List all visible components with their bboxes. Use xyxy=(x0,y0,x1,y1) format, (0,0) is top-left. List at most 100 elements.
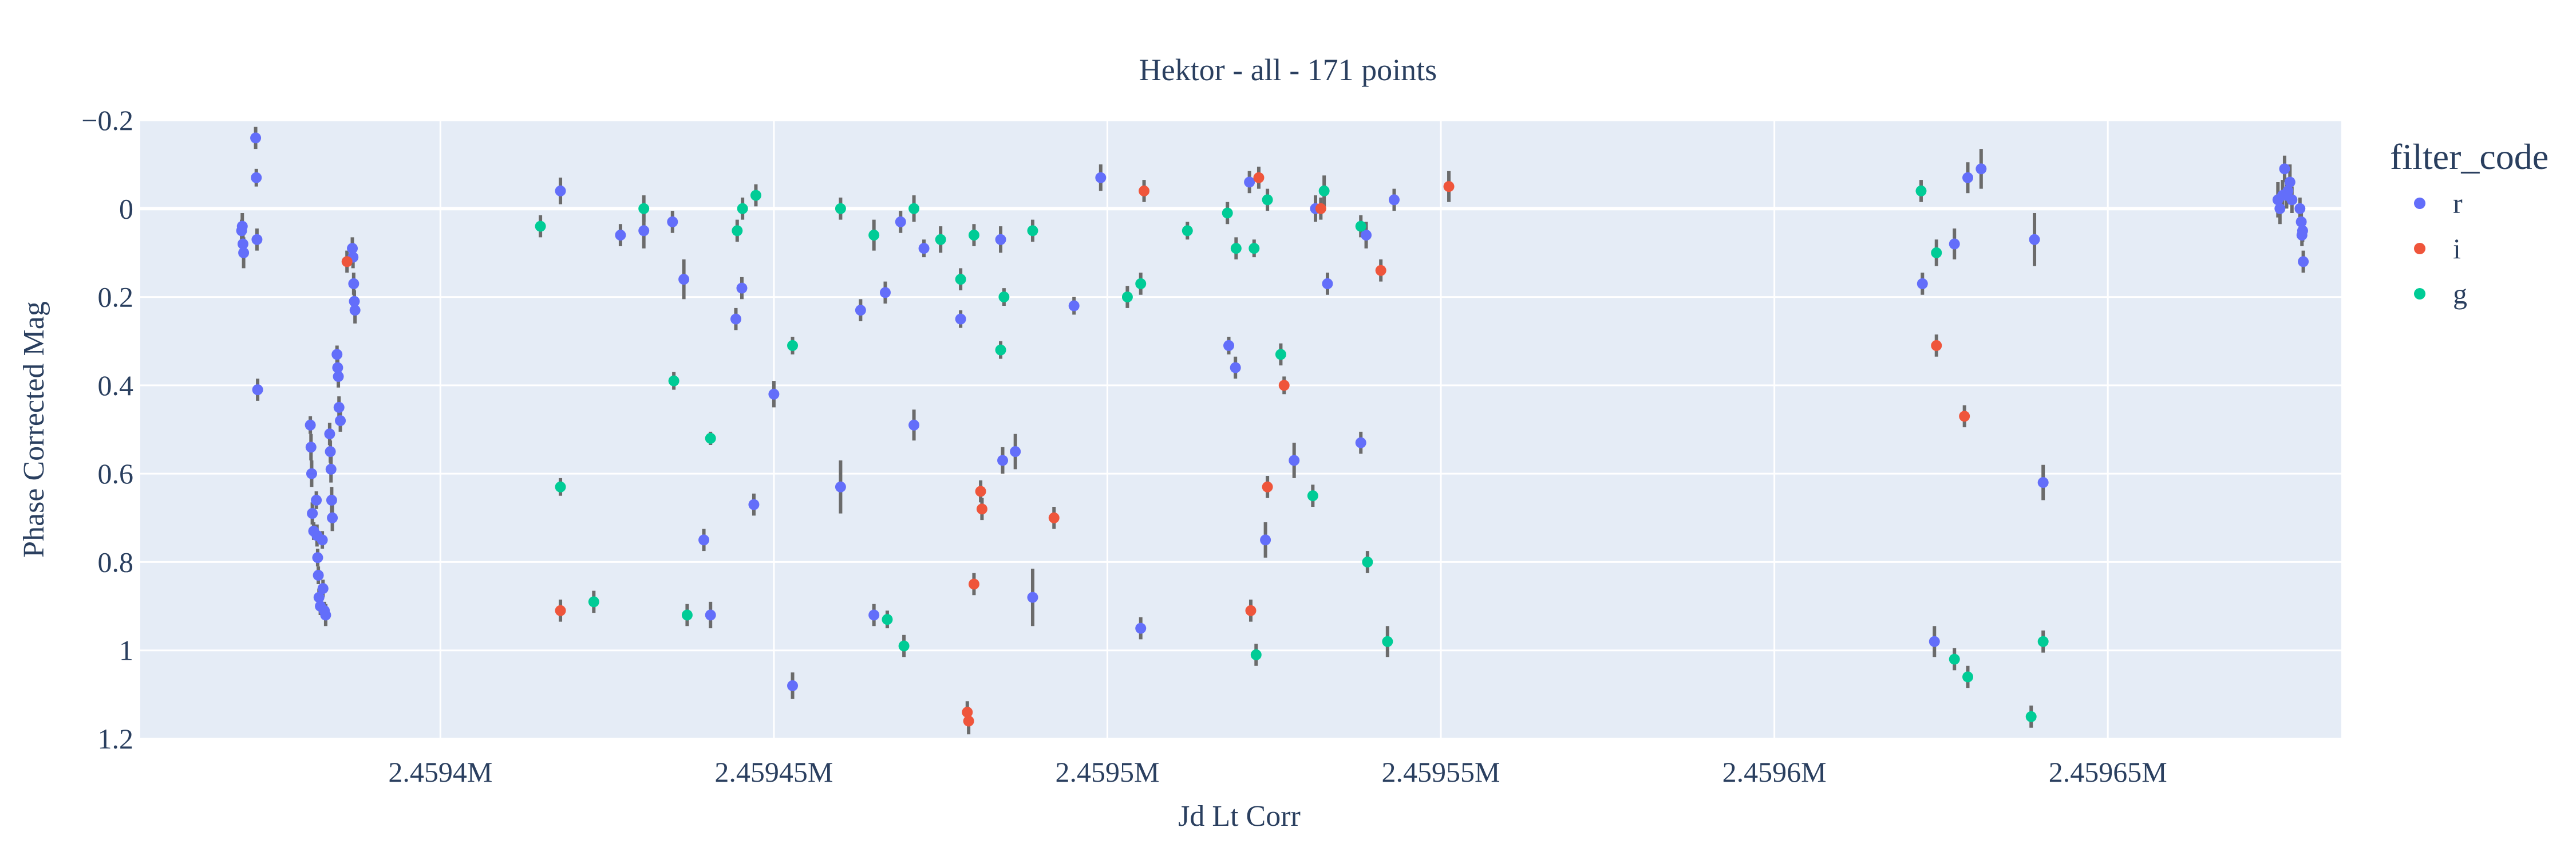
point-r xyxy=(317,534,328,546)
point-g xyxy=(1182,225,1193,237)
point-r xyxy=(918,243,930,254)
point-r xyxy=(349,295,360,307)
point-i xyxy=(1245,605,1257,616)
chart-title: Hektor - all - 171 points xyxy=(1139,53,1437,87)
x-tick-label: 2.45945M xyxy=(714,756,833,788)
point-r xyxy=(331,349,343,360)
point-r xyxy=(995,234,1006,245)
point-g xyxy=(1382,636,1393,647)
point-r xyxy=(555,185,566,196)
point-g xyxy=(882,614,893,625)
point-r xyxy=(768,388,780,400)
y-tick-label: 1.2 xyxy=(98,723,134,755)
legend-title: filter_code xyxy=(2390,136,2549,177)
point-r xyxy=(698,534,710,546)
point-g xyxy=(1230,243,1242,254)
point-r xyxy=(868,609,880,621)
point-g xyxy=(535,220,546,232)
y-tick-label: −0.2 xyxy=(81,104,133,136)
point-g xyxy=(1307,490,1318,502)
point-g xyxy=(555,481,566,492)
point-r xyxy=(2284,176,2296,188)
point-r xyxy=(313,570,324,581)
point-r xyxy=(997,455,1009,466)
point-r xyxy=(237,238,248,250)
x-tick-label: 2.4594M xyxy=(388,756,492,788)
point-g xyxy=(1962,671,1974,683)
point-g xyxy=(750,190,761,201)
point-r xyxy=(320,609,331,621)
point-r xyxy=(1068,300,1080,312)
point-r xyxy=(306,468,317,479)
point-r xyxy=(615,230,626,241)
point-r xyxy=(236,225,247,237)
point-r xyxy=(908,419,920,431)
y-axis-ticks: −0.2 0 0.2 0.4 0.6 0.8 1 1.2 xyxy=(81,104,133,755)
point-g xyxy=(1275,349,1286,360)
point-i xyxy=(976,503,987,515)
point-r xyxy=(1355,437,1366,448)
point-r xyxy=(1223,340,1235,351)
y-tick-label: 0.8 xyxy=(98,546,134,578)
grid xyxy=(140,119,2341,740)
point-r xyxy=(705,609,716,621)
point-r xyxy=(349,305,361,316)
point-i xyxy=(963,715,974,727)
point-g xyxy=(668,375,679,387)
y-tick-label: 1 xyxy=(119,635,133,667)
point-r xyxy=(324,428,335,440)
point-g xyxy=(1121,291,1133,303)
y-tick-label: 0.2 xyxy=(98,281,134,313)
point-r xyxy=(1322,278,1333,289)
plot-background xyxy=(140,120,2341,739)
legend-label-g: g xyxy=(2453,278,2467,310)
point-r xyxy=(2286,194,2298,206)
point-r xyxy=(251,172,262,183)
point-g xyxy=(1915,185,1927,196)
point-r xyxy=(317,583,329,594)
point-r xyxy=(1095,172,1107,183)
point-r xyxy=(1976,163,1987,175)
point-g xyxy=(998,291,1010,303)
x-axis-ticks: 2.4594M 2.45945M 2.4595M 2.45955M 2.4596M 2.4… xyxy=(388,756,2167,788)
point-g xyxy=(1318,185,1330,196)
y-axis-title: Phase Corrected Mag xyxy=(18,301,50,558)
point-g xyxy=(787,340,799,351)
point-r xyxy=(855,305,866,316)
x-axis-title: Jd Lt Corr xyxy=(1178,800,1301,833)
point-g xyxy=(908,203,920,214)
point-r xyxy=(335,415,346,427)
point-g xyxy=(638,203,650,214)
point-g xyxy=(2025,711,2037,722)
point-i xyxy=(1315,203,1326,214)
point-g xyxy=(1362,556,1373,568)
point-r xyxy=(678,274,690,285)
point-g xyxy=(1931,247,1942,258)
point-r xyxy=(2294,203,2306,214)
point-g xyxy=(732,225,743,237)
point-i xyxy=(975,486,986,497)
point-r xyxy=(333,401,345,413)
point-r xyxy=(730,313,741,325)
point-r xyxy=(327,512,338,523)
point-i xyxy=(1139,185,1150,196)
x-tick-label: 2.45965M xyxy=(2049,756,2167,788)
y-tick-label: 0.4 xyxy=(98,369,134,401)
point-r xyxy=(311,494,322,506)
point-g xyxy=(1355,220,1366,232)
point-r xyxy=(312,552,323,564)
point-r xyxy=(2297,225,2308,237)
point-g xyxy=(1135,278,1147,289)
legend-label-r: r xyxy=(2453,187,2463,219)
point-r xyxy=(305,419,316,431)
point-r xyxy=(2282,185,2294,196)
point-r xyxy=(325,463,337,475)
point-r xyxy=(305,442,317,453)
point-g xyxy=(955,274,966,285)
data-points xyxy=(236,132,2309,727)
point-g xyxy=(2037,636,2049,647)
point-r xyxy=(238,247,250,258)
point-r xyxy=(1962,172,1974,183)
point-r xyxy=(638,225,650,237)
